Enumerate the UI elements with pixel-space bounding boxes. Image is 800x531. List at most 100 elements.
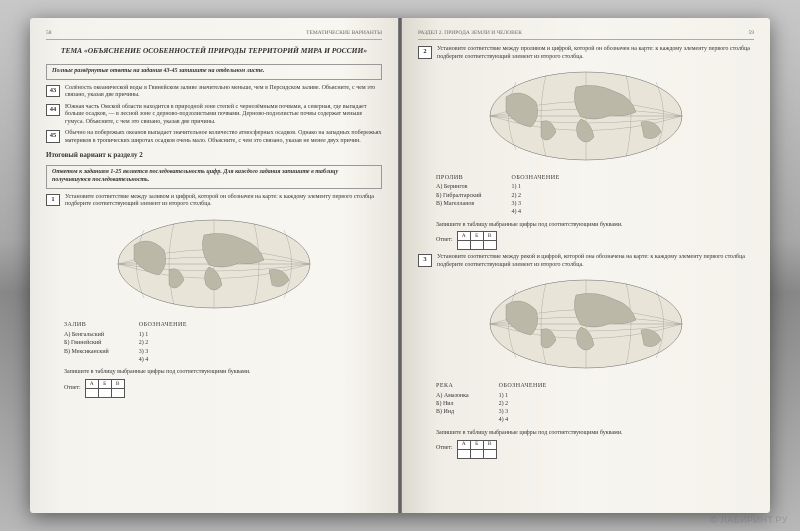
column-a: РЕКА А) Амазонка Б) Нил В) Инд — [436, 383, 469, 426]
column-title: ОБОЗНАЧЕНИЕ — [512, 175, 560, 183]
answer-row: Ответ: А Б В — [436, 440, 754, 459]
question-number: 43 — [46, 85, 60, 97]
globe-icon — [486, 67, 686, 165]
question-text: Южная часть Омской области находится в п… — [65, 104, 382, 127]
ans-cell — [457, 449, 470, 458]
column-b: ОБОЗНАЧЕНИЕ 1) 1 2) 2 3) 3 4) 4 — [512, 175, 560, 218]
world-map — [418, 275, 754, 376]
page-header: 58 ТЕМАТИЧЕСКИЕ ВАРИАНТЫ — [46, 30, 382, 40]
question-number: 45 — [46, 130, 60, 142]
answer-label: Ответ: — [436, 237, 453, 245]
header-label: РАЗДЕЛ 2. ПРИРОДА ЗЕМЛИ И ЧЕЛОВЕК — [418, 30, 522, 37]
world-map — [418, 67, 754, 168]
match-columns: ПРОЛИВ А) Берингов Б) Гибралтарский В) М… — [436, 175, 754, 218]
ans-cell — [470, 241, 483, 250]
col-item: 4) 4 — [512, 209, 560, 217]
column-a: ЗАЛИВ А) Бенгальский Б) Гвинейский В) Ме… — [64, 322, 109, 365]
ans-cell — [85, 389, 98, 398]
question-number: 3 — [418, 254, 432, 266]
ans-header: Б — [470, 232, 483, 241]
question-3: 3 Установите соответствие между рекой и … — [418, 254, 754, 269]
left-page: 58 ТЕМАТИЧЕСКИЕ ВАРИАНТЫ ТЕМА «ОБЪЯСНЕНИ… — [30, 18, 398, 513]
question-text: Обычно на побережьях океанов выпадает зн… — [65, 130, 382, 145]
open-book: 58 ТЕМАТИЧЕСКИЕ ВАРИАНТЫ ТЕМА «ОБЪЯСНЕНИ… — [30, 18, 770, 513]
instruction-box: Ответом к заданиям 1-25 является последо… — [46, 165, 382, 189]
page-header: РАЗДЕЛ 2. ПРИРОДА ЗЕМЛИ И ЧЕЛОВЕК 59 — [418, 30, 754, 40]
col-item: 3) 3 — [499, 409, 547, 417]
col-item: 2) 2 — [499, 401, 547, 409]
ans-header: Б — [470, 440, 483, 449]
col-item: В) Магелланов — [436, 201, 482, 209]
section-title: Итоговый вариант к разделу 2 — [46, 151, 382, 160]
ans-cell — [470, 449, 483, 458]
question-43: 43 Солёность океанической воды в Гвинейс… — [46, 85, 382, 100]
col-item: 3) 3 — [512, 201, 560, 209]
ans-header: А — [457, 440, 470, 449]
globe-icon — [114, 215, 314, 313]
column-title: ПРОЛИВ — [436, 175, 482, 183]
question-number: 1 — [46, 194, 60, 206]
col-item: В) Мексиканский — [64, 349, 109, 357]
question-45: 45 Обычно на побережьях океанов выпадает… — [46, 130, 382, 145]
globe-icon — [486, 275, 686, 373]
ans-cell — [111, 389, 124, 398]
col-item: А) Бенгальский — [64, 332, 109, 340]
question-text: Установите соответствие между проливом и… — [437, 46, 754, 61]
answer-table: А Б В — [457, 231, 497, 250]
column-title: ОБОЗНАЧЕНИЕ — [139, 322, 187, 330]
col-item: 4) 4 — [499, 417, 547, 425]
column-title: РЕКА — [436, 383, 469, 391]
question-number: 44 — [46, 104, 60, 116]
ans-cell — [483, 241, 496, 250]
answer-table: А Б В — [457, 440, 497, 459]
ans-header: В — [483, 440, 496, 449]
col-item: 1) 1 — [139, 332, 187, 340]
instruction-box: Полные развёрнутые ответы на задания 43-… — [46, 64, 382, 80]
answer-table: А Б В — [85, 379, 125, 398]
col-item: 1) 1 — [499, 393, 547, 401]
question-number: 2 — [418, 46, 432, 58]
question-44: 44 Южная часть Омской области находится … — [46, 104, 382, 127]
answer-label: Ответ: — [64, 385, 81, 393]
column-title: ОБОЗНАЧЕНИЕ — [499, 383, 547, 391]
column-a: ПРОЛИВ А) Берингов Б) Гибралтарский В) М… — [436, 175, 482, 218]
ans-cell — [98, 389, 111, 398]
col-item: Б) Гвинейский — [64, 340, 109, 348]
ans-header: А — [85, 380, 98, 389]
ans-header: В — [111, 380, 124, 389]
column-b: ОБОЗНАЧЕНИЕ 1) 1 2) 2 3) 3 4) 4 — [499, 383, 547, 426]
header-label: ТЕМАТИЧЕСКИЕ ВАРИАНТЫ — [306, 30, 382, 37]
world-map — [46, 215, 382, 316]
col-item: Б) Нил — [436, 401, 469, 409]
theme-title: ТЕМА «ОБЪЯСНЕНИЕ ОСОБЕННОСТЕЙ ПРИРОДЫ ТЕ… — [46, 46, 382, 56]
col-item: В) Инд — [436, 409, 469, 417]
ans-cell — [457, 241, 470, 250]
question-text: Солёность океанической воды в Гвинейском… — [65, 85, 382, 100]
col-item: 3) 3 — [139, 349, 187, 357]
ans-header: А — [457, 232, 470, 241]
answer-instruction: Запишите в таблицу выбранные цифры под с… — [64, 369, 382, 377]
ans-cell — [483, 449, 496, 458]
answer-row: Ответ: А Б В — [436, 231, 754, 250]
ans-header: В — [483, 232, 496, 241]
match-columns: РЕКА А) Амазонка Б) Нил В) Инд ОБОЗНАЧЕН… — [436, 383, 754, 426]
question-text: Установите соответствие между заливом и … — [65, 194, 382, 209]
answer-label: Ответ: — [436, 445, 453, 453]
answer-instruction: Запишите в таблицу выбранные цифры под с… — [436, 222, 754, 230]
page-number: 59 — [749, 30, 755, 37]
column-title: ЗАЛИВ — [64, 322, 109, 330]
answer-row: Ответ: А Б В — [64, 379, 382, 398]
col-item: Б) Гибралтарский — [436, 193, 482, 201]
page-number: 58 — [46, 30, 52, 37]
col-item: 4) 4 — [139, 357, 187, 365]
match-columns: ЗАЛИВ А) Бенгальский Б) Гвинейский В) Ме… — [64, 322, 382, 365]
column-b: ОБОЗНАЧЕНИЕ 1) 1 2) 2 3) 3 4) 4 — [139, 322, 187, 365]
col-item: А) Берингов — [436, 184, 482, 192]
col-item: А) Амазонка — [436, 393, 469, 401]
answer-instruction: Запишите в таблицу выбранные цифры под с… — [436, 430, 754, 438]
question-text: Установите соответствие между рекой и ци… — [437, 254, 754, 269]
question-2: 2 Установите соответствие между проливом… — [418, 46, 754, 61]
col-item: 2) 2 — [512, 193, 560, 201]
watermark: © ЛАБИРИНТ.РУ — [711, 515, 788, 525]
ans-header: Б — [98, 380, 111, 389]
